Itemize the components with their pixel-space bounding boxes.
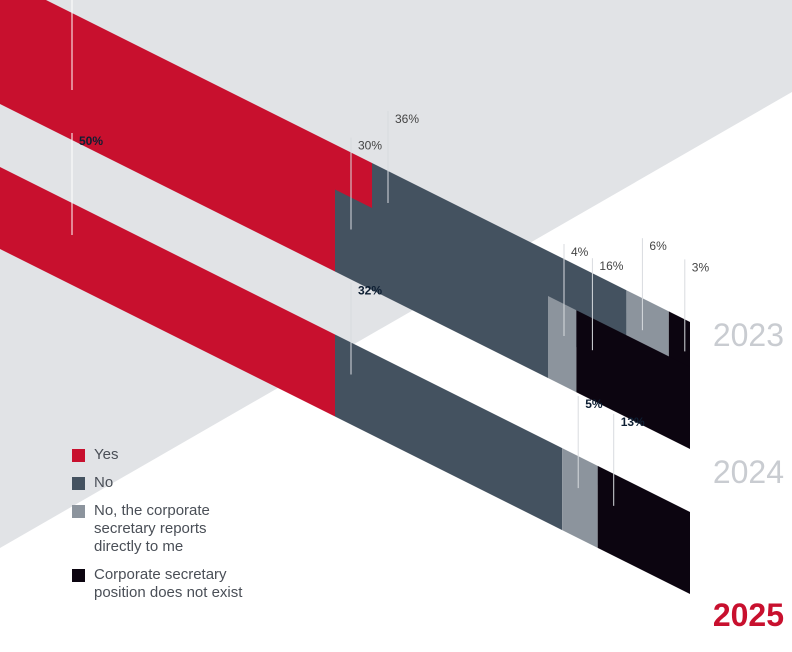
legend-item-reports-to-me: No, the corporate secretary reports dire… xyxy=(72,502,332,556)
legend-label-reports-to-me: No, the corporate secretary reports dire… xyxy=(94,502,210,555)
legend-item-yes: Yes xyxy=(72,446,332,464)
legend-label-no: No xyxy=(94,474,114,491)
data-label-2023-2: 6% xyxy=(649,239,667,253)
legend-item-no: No xyxy=(72,474,332,492)
bar-segment-2025-0 xyxy=(0,167,335,417)
bar-segment-2024-1 xyxy=(335,189,548,378)
bar-segment-2025-1 xyxy=(335,334,563,531)
bar-segment-2025-2 xyxy=(562,448,598,548)
legend: Yes No No, the corporate secretary repor… xyxy=(72,446,332,612)
bar-segment-2025-3 xyxy=(597,465,690,594)
data-label-2024-2: 4% xyxy=(571,245,589,259)
year-label-2025: 2025 xyxy=(713,597,784,633)
year-label-2023: 2023 xyxy=(713,317,784,353)
year-label-2024: 2024 xyxy=(713,454,784,490)
legend-item-no-position: Corporate secretary position does not ex… xyxy=(72,566,332,602)
bar-segment-2024-3 xyxy=(576,310,690,449)
legend-label-no-position: Corporate secretary position does not ex… xyxy=(94,566,243,601)
legend-swatch-no xyxy=(72,477,85,490)
data-label-2025-0: 50% xyxy=(79,134,103,148)
legend-label-yes: Yes xyxy=(94,446,119,463)
bar-segment-2024-0 xyxy=(0,22,335,272)
data-label-2024-0: 50% xyxy=(79,0,103,3)
data-label-2025-1: 32% xyxy=(358,284,382,298)
data-label-2024-1: 30% xyxy=(358,139,382,153)
legend-swatch-yes xyxy=(72,449,85,462)
legend-swatch-reports-to-me xyxy=(72,505,85,518)
data-label-2025-3: 13% xyxy=(621,415,645,429)
bar-segment-2024-2 xyxy=(548,296,577,393)
legend-swatch-no-position xyxy=(72,569,85,582)
data-label-2025-2: 5% xyxy=(585,397,603,411)
data-label-2023-3: 3% xyxy=(692,260,710,274)
data-label-2024-3: 16% xyxy=(599,259,623,273)
data-label-2023-1: 36% xyxy=(395,112,419,126)
